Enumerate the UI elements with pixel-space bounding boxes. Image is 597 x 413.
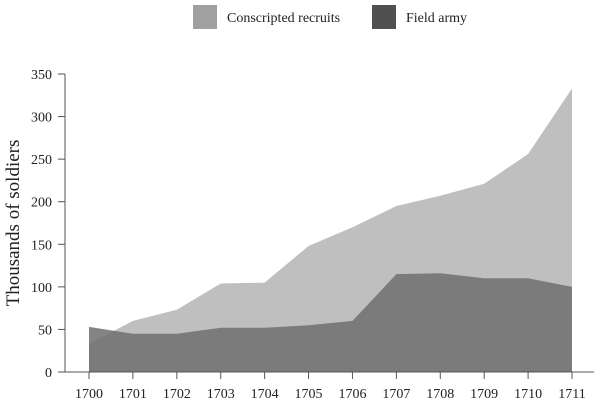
x-tick-label: 1707 — [382, 387, 410, 402]
x-ticks: 1700 1701 1702 1703 1704 1705 1706 1707 1708 1709… — [75, 372, 586, 402]
y-tick-label: 150 — [31, 238, 52, 253]
y-tick-label: 300 — [31, 111, 52, 126]
legend: Conscripted recruits Field army — [193, 5, 467, 29]
legend-swatch-field-army — [372, 5, 396, 29]
x-tick-label: 1710 — [514, 387, 542, 402]
legend-label-field-army: Field army — [406, 11, 467, 26]
legend-label-conscripted-recruits: Conscripted recruits — [227, 11, 340, 26]
y-tick-label: 250 — [31, 153, 52, 168]
x-tick-label: 1705 — [295, 387, 323, 402]
area-field-army — [89, 273, 572, 372]
y-tick-label: 100 — [31, 281, 52, 296]
y-tick-label: 200 — [31, 196, 52, 211]
x-tick-label: 1711 — [558, 387, 585, 402]
x-tick-label: 1706 — [338, 387, 366, 402]
legend-swatch-conscripted-recruits — [193, 5, 217, 29]
y-tick-label: 50 — [38, 323, 52, 338]
y-ticks: 0 50 100 150 200 250 300 350 — [31, 68, 65, 381]
x-tick-label: 1703 — [207, 387, 235, 402]
y-tick-label: 0 — [45, 366, 52, 381]
x-tick-label: 1701 — [119, 387, 147, 402]
y-tick-label: 350 — [31, 68, 52, 83]
x-tick-label: 1704 — [251, 387, 279, 402]
x-tick-label: 1700 — [75, 387, 103, 402]
y-axis-title: Thousands of soldiers — [3, 140, 24, 307]
plot-areas — [89, 88, 572, 372]
x-tick-label: 1702 — [163, 387, 191, 402]
axes — [64, 74, 594, 373]
x-tick-label: 1708 — [426, 387, 454, 402]
x-tick-label: 1709 — [470, 387, 498, 402]
